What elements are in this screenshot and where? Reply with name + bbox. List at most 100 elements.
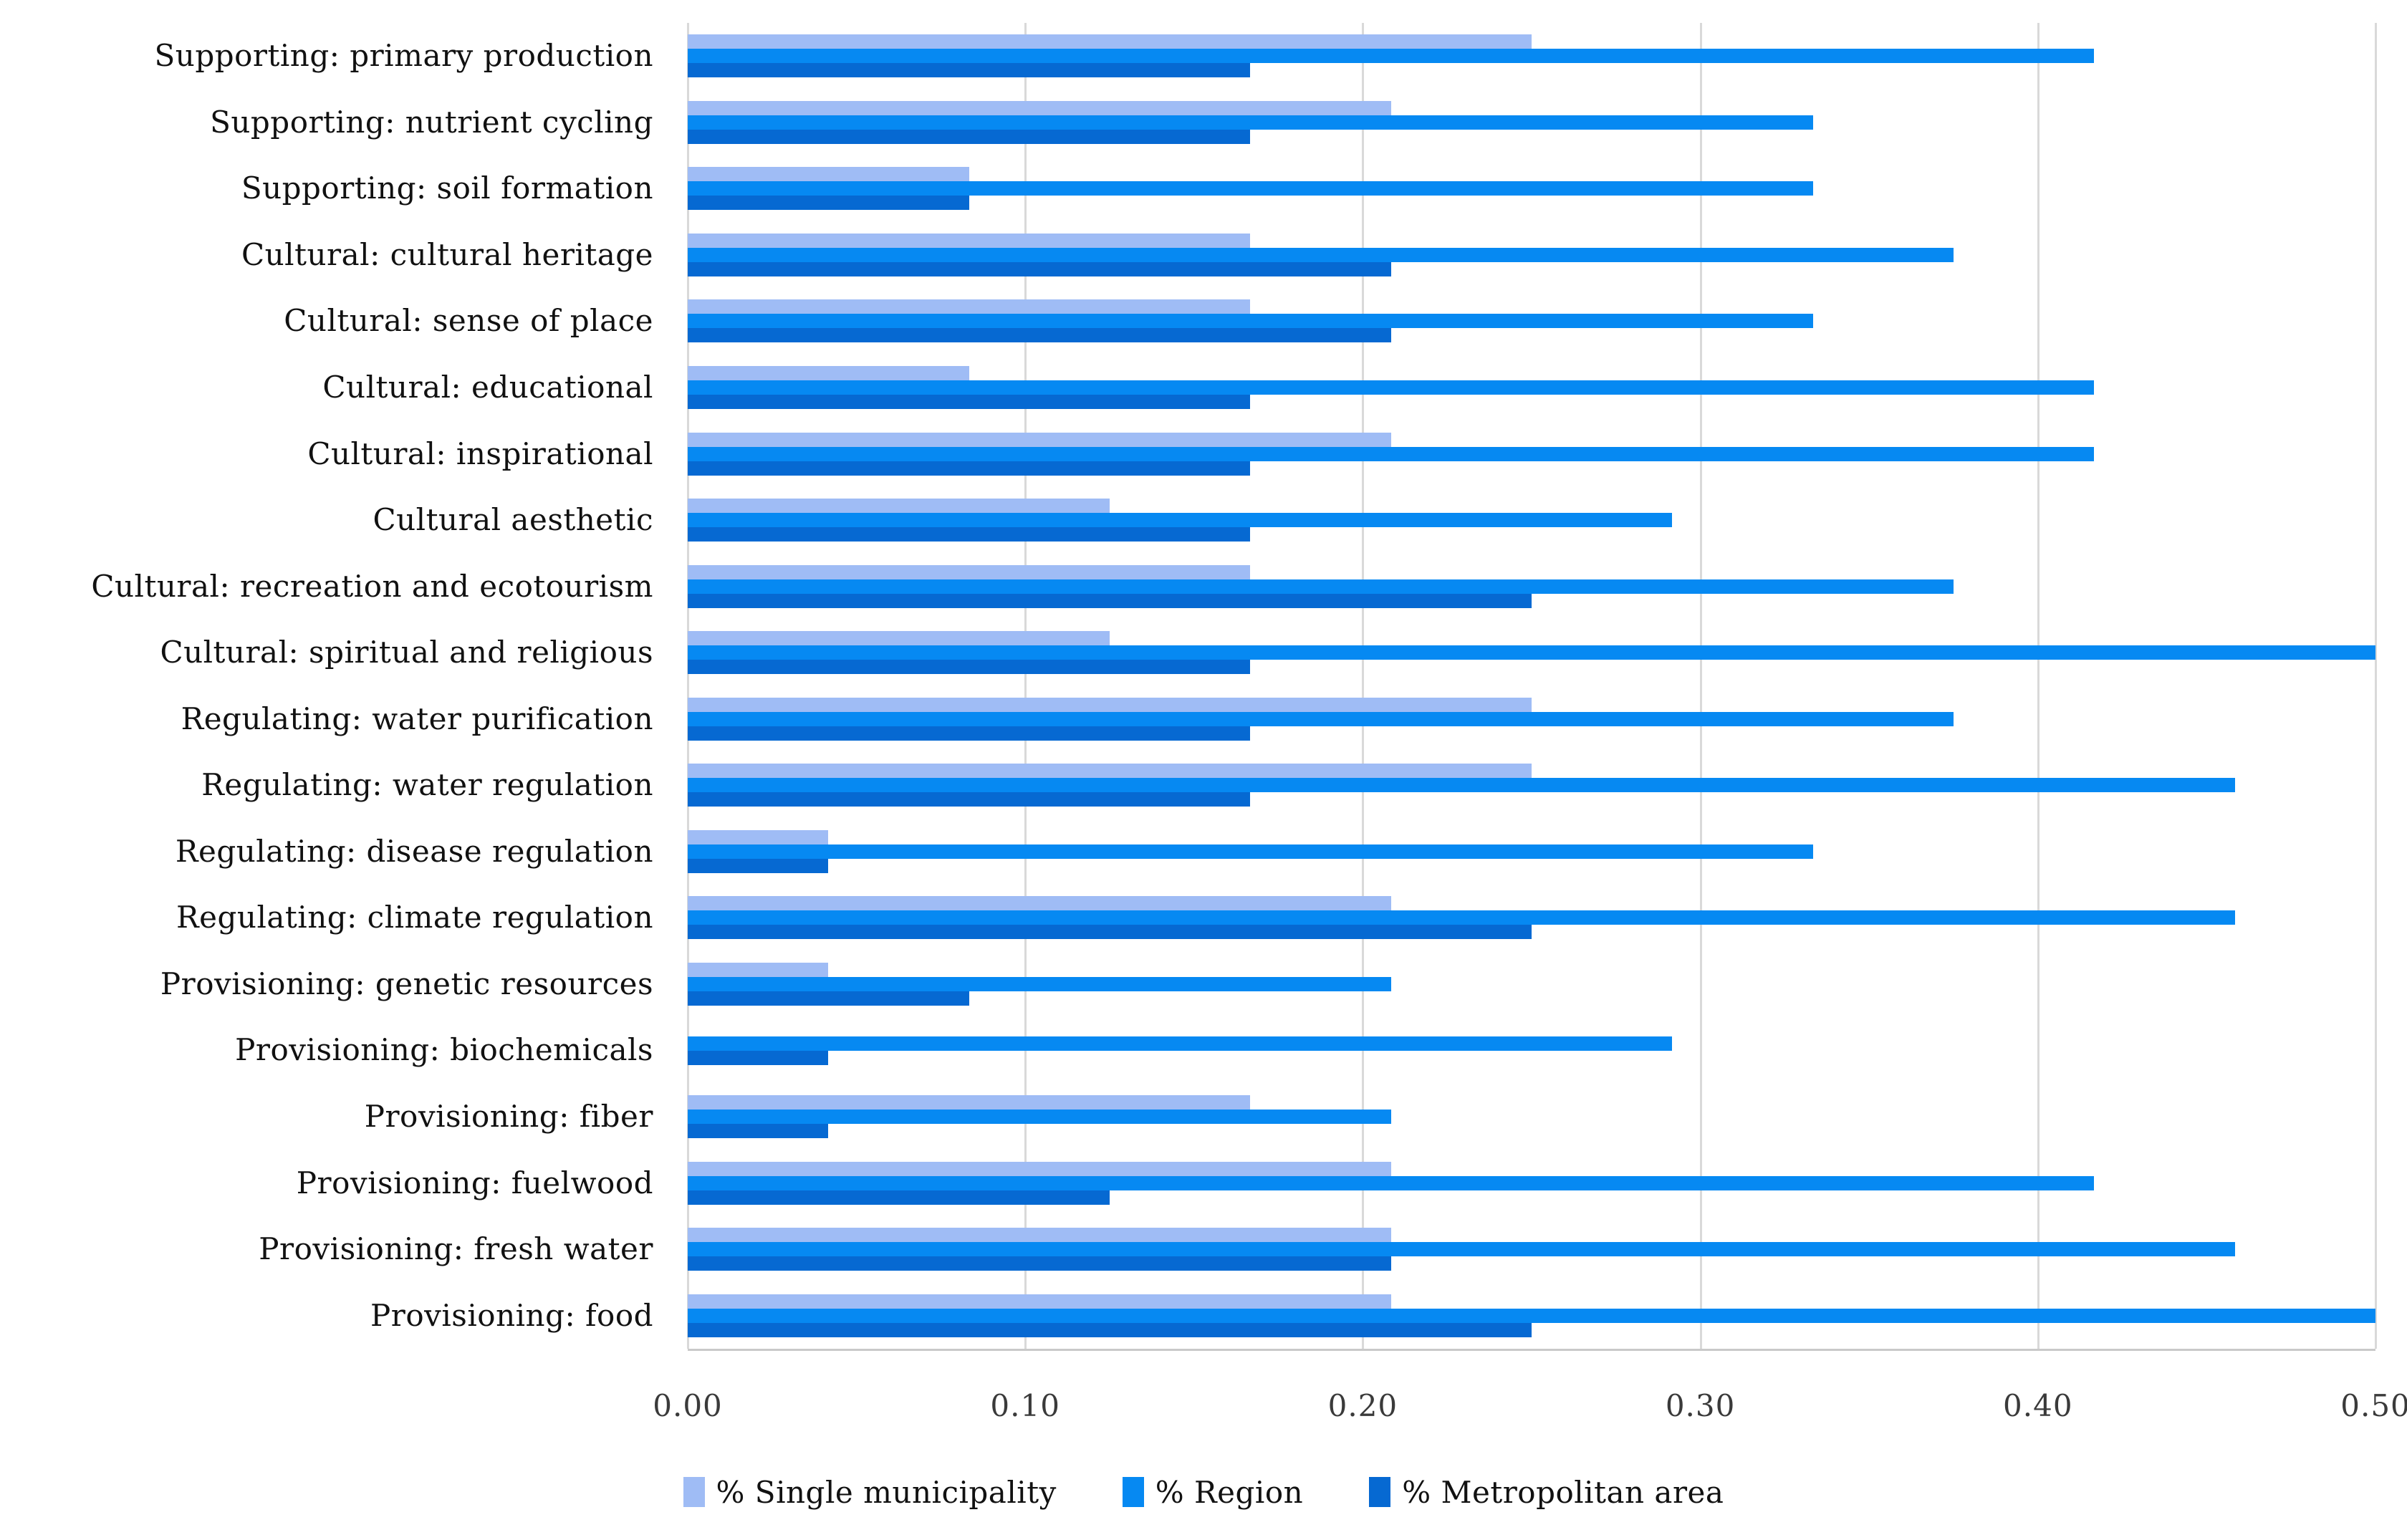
- bar: [688, 962, 829, 977]
- bar-group: [688, 23, 2375, 90]
- bar: [688, 1308, 2375, 1323]
- bar-group: [688, 1216, 2375, 1283]
- bar: [688, 1095, 1251, 1110]
- bar: [688, 829, 829, 844]
- bar: [688, 1050, 829, 1065]
- bar: [688, 527, 1251, 542]
- gridline: [1699, 23, 1702, 1349]
- gridline: [687, 23, 689, 1349]
- bar: [688, 764, 1532, 779]
- category-label: Cultural: recreation and ecotourism: [91, 568, 653, 604]
- x-tick-label: 0.30: [1665, 1388, 1736, 1423]
- category-label: Cultural: sense of place: [284, 303, 653, 339]
- category-label: Cultural: educational: [322, 370, 653, 405]
- bar: [688, 645, 2375, 660]
- legend-label: % Single municipality: [716, 1474, 1057, 1510]
- x-tick-label: 0.00: [653, 1388, 723, 1423]
- bar: [688, 63, 1251, 78]
- bar: [688, 181, 1813, 196]
- bar: [688, 844, 1813, 859]
- bar-group: [688, 885, 2375, 951]
- bar: [688, 1161, 1391, 1176]
- bar: [688, 1190, 1110, 1205]
- gridline: [2375, 23, 2377, 1349]
- x-tick-label: 0.50: [2340, 1388, 2407, 1423]
- bar: [688, 34, 1532, 49]
- category-label: Regulating: disease regulation: [175, 833, 653, 869]
- bar: [688, 1228, 1391, 1243]
- bar: [688, 1036, 1673, 1051]
- bar: [688, 446, 2095, 461]
- gridlines: [687, 23, 2377, 1349]
- bar: [688, 1294, 1391, 1309]
- bar-group: [688, 1084, 2375, 1150]
- bar: [688, 792, 1251, 807]
- bar: [688, 167, 969, 182]
- category-label: Cultural: spiritual and religious: [160, 635, 653, 670]
- bar: [688, 858, 829, 873]
- bar: [688, 1175, 2095, 1190]
- bar: [688, 1110, 1391, 1125]
- legend-label: % Metropolitan area: [1402, 1474, 1724, 1510]
- category-label: Regulating: climate regulation: [176, 900, 653, 935]
- category-label: Cultural: cultural heritage: [241, 236, 653, 272]
- bar-group: [688, 752, 2375, 819]
- bar: [688, 896, 1391, 911]
- plot-area: [687, 23, 2377, 1351]
- bar: [688, 461, 1251, 476]
- category-label: Regulating: water purification: [181, 701, 653, 736]
- bar-group: [688, 1282, 2375, 1349]
- bar: [688, 328, 1391, 343]
- bar-group: [688, 355, 2375, 421]
- bar-group: [688, 288, 2375, 355]
- category-label: Provisioning: fresh water: [259, 1231, 653, 1267]
- bar: [688, 314, 1813, 329]
- bar: [688, 513, 1673, 528]
- bar-group: [688, 951, 2375, 1018]
- bar: [688, 499, 1110, 514]
- category-label: Supporting: nutrient cycling: [210, 104, 653, 140]
- legend-swatch: [1122, 1477, 1144, 1507]
- legend-swatch: [683, 1477, 705, 1507]
- bar-group: [688, 155, 2375, 222]
- gridline: [1362, 23, 1365, 1349]
- category-label: Cultural: inspirational: [307, 435, 653, 471]
- legend: % Single municipality % Region % Metropoli…: [0, 1467, 2407, 1517]
- bar-group: [688, 90, 2375, 156]
- category-label: Provisioning: genetic resources: [160, 966, 653, 1001]
- bar: [688, 115, 1813, 130]
- bar-group: [688, 1017, 2375, 1084]
- bar: [688, 395, 1251, 410]
- bar: [688, 299, 1251, 314]
- x-tick-label: 0.20: [1327, 1388, 1398, 1423]
- bar: [688, 910, 2235, 925]
- bar: [688, 1124, 829, 1139]
- bar: [688, 631, 1110, 646]
- bar: [688, 726, 1251, 741]
- bar: [688, 991, 969, 1006]
- bar: [688, 564, 1251, 579]
- bar: [688, 233, 1251, 248]
- bar: [688, 711, 1954, 726]
- legend-swatch: [1369, 1477, 1391, 1507]
- legend-item: % Single municipality: [683, 1475, 1057, 1510]
- bar: [688, 778, 2235, 793]
- x-axis: 0.00 0.10 0.20 0.30 0.40 0.50: [653, 1388, 2407, 1431]
- bar: [688, 593, 1532, 608]
- category-label: Cultural aesthetic: [373, 502, 653, 538]
- legend-item: % Metropolitan area: [1369, 1475, 1724, 1510]
- category-label: Supporting: primary production: [154, 38, 653, 74]
- bar-group: [688, 1150, 2375, 1216]
- bar: [688, 196, 969, 211]
- bar-group: [688, 553, 2375, 620]
- x-tick-label: 0.10: [990, 1388, 1060, 1423]
- category-label: Regulating: water regulation: [201, 767, 653, 803]
- bar: [688, 1242, 2235, 1257]
- bar: [688, 579, 1954, 594]
- bar-group: [688, 620, 2375, 686]
- bar: [688, 380, 2095, 395]
- legend-label: % Region: [1155, 1474, 1304, 1510]
- bar-group: [688, 686, 2375, 753]
- bar: [688, 660, 1251, 675]
